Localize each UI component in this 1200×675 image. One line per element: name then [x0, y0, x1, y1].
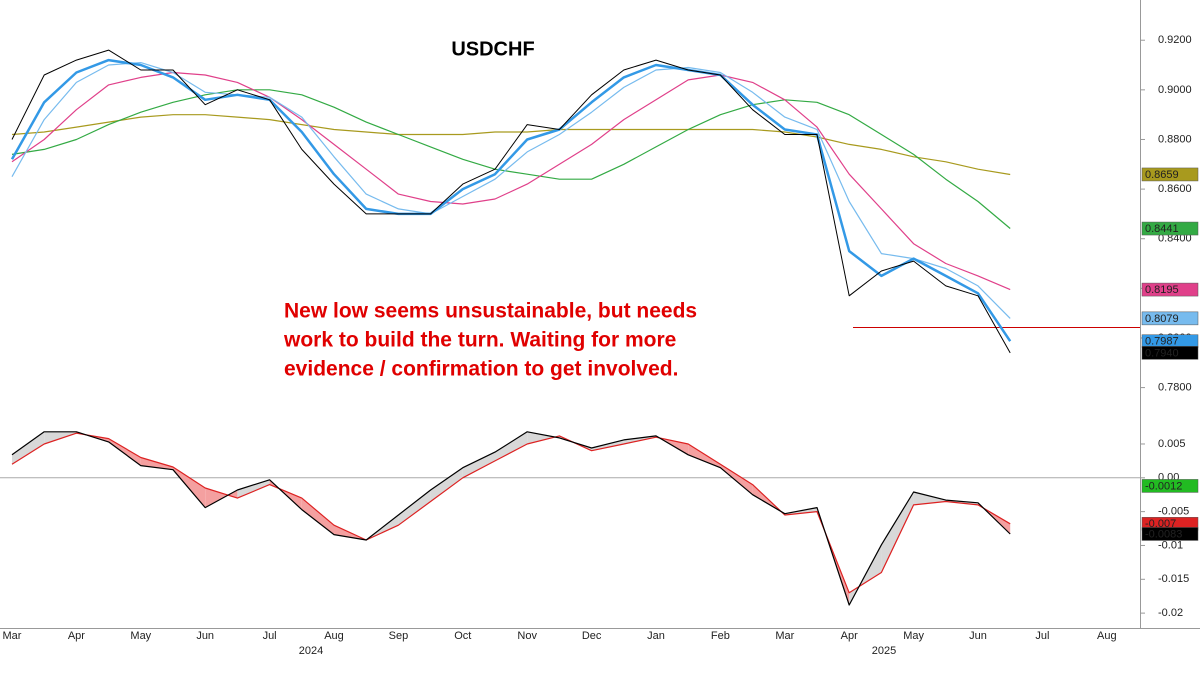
- end-label: 0.7987: [1145, 336, 1179, 348]
- end-label-box: [1141, 479, 1199, 493]
- x-tick-label: Jun: [969, 630, 987, 642]
- series-line: [11, 114, 1011, 176]
- macd-fill: [688, 444, 721, 468]
- y-tick-label: 0.8600: [1158, 183, 1192, 195]
- macd-fill: [108, 438, 141, 466]
- end-label: -0.0083: [1145, 528, 1182, 540]
- x-tick-label: May: [130, 630, 151, 642]
- x-tick-label: Apr: [68, 630, 85, 642]
- macd-fill: [591, 439, 624, 451]
- y-tick-label: 0.9000: [1158, 84, 1192, 96]
- end-label: 0.7940: [1145, 347, 1179, 359]
- macd-fill: [913, 492, 946, 505]
- macd-fill: [12, 431, 45, 465]
- end-label: -0.0012: [1145, 480, 1182, 492]
- x-tick-label: Jul: [1035, 630, 1049, 642]
- annotation: New low seems unsustainable, but needs: [284, 300, 697, 323]
- end-label-box: [1141, 167, 1199, 182]
- y-tick-label: 0.8400: [1158, 233, 1192, 245]
- macd-fill: [301, 498, 334, 535]
- end-label-box: [1141, 346, 1199, 360]
- end-label-box: [1141, 527, 1199, 541]
- macd-fill: [720, 464, 753, 495]
- macd-fill: [881, 492, 914, 573]
- macd-fill: [398, 490, 431, 526]
- series-line: [11, 432, 1011, 594]
- x-tick-label: Dec: [582, 630, 602, 642]
- macd-fill: [140, 457, 173, 470]
- x-tick-label: Aug: [324, 630, 344, 642]
- macd-fill: [527, 431, 560, 444]
- x-tick-label: Nov: [517, 630, 537, 642]
- y-tick-label: -0.005: [1158, 506, 1189, 518]
- y-tick-label: 0.9200: [1158, 34, 1192, 46]
- y-tick-label: 0.005: [1158, 438, 1186, 450]
- x-tick-label: Apr: [841, 630, 858, 642]
- x-tick-label: Mar: [775, 630, 794, 642]
- end-label: 0.8079: [1145, 313, 1179, 325]
- x-tick-label: May: [903, 630, 924, 642]
- macd-fill: [237, 479, 270, 499]
- chart-title: USDCHF: [451, 38, 534, 60]
- series-line: [11, 89, 1011, 229]
- x-tick-label: Jun: [196, 630, 214, 642]
- series-line: [11, 431, 1011, 606]
- macd-fill: [462, 452, 495, 478]
- end-label-box: [1141, 221, 1199, 236]
- x-tick-label: Jan: [647, 630, 665, 642]
- x-tick-label: Jul: [263, 630, 277, 642]
- end-label: 0.8441: [1145, 223, 1179, 235]
- y-tick-label: -0.02: [1158, 607, 1183, 619]
- y-tick-label: 0.7800: [1158, 382, 1192, 394]
- x-tick-label: Sep: [389, 630, 409, 642]
- x-tick-label: Mar: [3, 630, 22, 642]
- end-label-box: [1141, 282, 1199, 297]
- series-line: [10, 58, 1012, 342]
- annotation: work to build the turn. Waiting for more: [283, 329, 676, 352]
- end-label: 0.8195: [1145, 284, 1179, 296]
- plot-layer: Mar Apr May Jun Jul Aug Sep Oct Nov Dec Jan Feb Mar A…: [0, 34, 1199, 642]
- x-tick-label: Feb: [711, 630, 730, 642]
- y-tick-label: 0.8800: [1158, 133, 1192, 145]
- y-tick-label: -0.015: [1158, 573, 1189, 585]
- end-label-box: [1141, 311, 1199, 326]
- year-label: 2024: [299, 645, 323, 657]
- end-label: 0.8659: [1145, 169, 1179, 181]
- x-tick-label: Aug: [1097, 630, 1117, 642]
- year-label: 2025: [872, 645, 896, 657]
- annotation: evidence / confirmation to get involved.: [284, 358, 678, 381]
- macd-fill: [495, 431, 528, 461]
- macd-fill: [430, 467, 463, 502]
- series-line: [11, 49, 1011, 354]
- y-tick-label: -0.01: [1158, 539, 1183, 551]
- x-tick-label: Oct: [454, 630, 471, 642]
- series-line: [11, 71, 1011, 291]
